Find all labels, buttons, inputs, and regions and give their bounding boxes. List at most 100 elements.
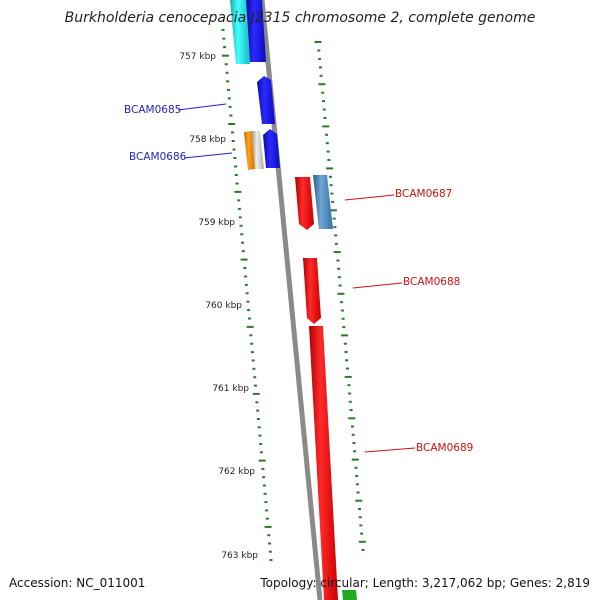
gene-bcam0689[interactable]: [309, 326, 338, 600]
minor-tick: [223, 46, 227, 49]
minor-tick: [264, 501, 268, 504]
major-tick: [333, 251, 341, 254]
gene-label-bcam0687[interactable]: BCAM0687: [395, 188, 452, 200]
leader-line-bcam0688: [352, 282, 403, 289]
kbp-label: 758 kbp: [189, 135, 226, 145]
genome-stats-text: Topology: circular; Length: 3,217,062 bp…: [260, 576, 590, 590]
gene-green-bottom[interactable]: [342, 590, 357, 600]
minor-tick: [352, 442, 356, 445]
minor-tick: [337, 267, 341, 270]
minor-tick: [341, 317, 345, 320]
minor-tick: [319, 74, 323, 77]
minor-tick: [325, 133, 329, 136]
minor-tick: [347, 384, 351, 387]
gene-label-bcam0689[interactable]: BCAM0689: [416, 442, 473, 454]
minor-tick: [250, 351, 254, 354]
major-tick: [344, 375, 352, 378]
minor-tick: [346, 367, 349, 370]
major-tick: [258, 459, 266, 462]
minor-tick: [234, 174, 238, 176]
minor-tick: [234, 165, 238, 168]
minor-tick: [246, 300, 250, 303]
minor-tick: [329, 184, 333, 187]
minor-tick: [253, 384, 257, 387]
minor-tick: [253, 376, 257, 379]
page-title: Burkholderia cenocepacia J2315 chromosom…: [64, 10, 536, 26]
major-tick: [234, 190, 242, 193]
gene-bcam0686[interactable]: [263, 129, 280, 168]
gene-label-bcam0686[interactable]: BCAM0686: [129, 151, 187, 163]
minor-tick: [336, 259, 340, 262]
minor-tick: [262, 484, 266, 487]
minor-tick: [239, 224, 243, 227]
gene-grey[interactable]: [252, 131, 264, 169]
major-tick: [252, 392, 260, 395]
minor-tick: [237, 207, 241, 210]
minor-tick: [251, 359, 255, 362]
minor-tick: [340, 301, 344, 304]
kbp-label: 757 kbp: [179, 52, 216, 62]
kbp-label-group: 757 kbp 758 kbp 759 kbp 760 kbp 761 kbp …: [179, 52, 258, 561]
gene-bcam0688[interactable]: [303, 258, 321, 324]
gene-bcam0687[interactable]: [295, 177, 314, 230]
minor-tick: [263, 492, 267, 495]
kbp-label: 762 kbp: [218, 467, 255, 477]
kbp-label: 759 kbp: [198, 218, 235, 228]
major-tick: [351, 458, 359, 461]
minor-tick: [226, 80, 230, 83]
major-tick: [314, 41, 322, 43]
gene-steel[interactable]: [313, 175, 333, 229]
major-tick: [358, 540, 366, 543]
minor-tick: [244, 275, 248, 278]
major-tick: [228, 123, 236, 125]
gene-cyan[interactable]: [230, 0, 250, 64]
minor-tick: [257, 426, 261, 429]
leader-line-bcam0686: [183, 152, 233, 159]
minor-tick: [265, 517, 269, 520]
minor-tick: [323, 117, 327, 119]
minor-tick: [355, 475, 359, 478]
minor-tick: [256, 409, 260, 412]
minor-tick: [256, 418, 260, 420]
major-tick: [264, 525, 272, 528]
minor-tick: [249, 334, 253, 337]
minor-tick: [221, 29, 225, 31]
minor-tick: [222, 37, 226, 40]
minor-tick: [241, 250, 245, 253]
gene-label-bcam0685[interactable]: BCAM0685: [124, 104, 181, 116]
minor-tick: [348, 392, 352, 395]
minor-tick: [318, 57, 322, 60]
minor-tick: [353, 450, 357, 453]
minor-tick: [358, 508, 361, 510]
minor-tick: [227, 97, 231, 100]
gene-orange[interactable]: [244, 131, 255, 170]
accession-text: Accession: NC_011001: [9, 576, 146, 590]
minor-tick: [337, 276, 341, 279]
major-tick: [318, 83, 326, 86]
minor-tick: [259, 443, 263, 445]
gene-label-bcam0688[interactable]: BCAM0688: [403, 276, 460, 288]
gene-bcam0685[interactable]: [257, 76, 275, 124]
minor-tick: [259, 451, 263, 454]
minor-tick: [258, 434, 262, 437]
gene-blue-top[interactable]: [246, 0, 266, 62]
minor-tick: [265, 509, 269, 512]
minor-tick: [231, 140, 235, 142]
major-tick: [246, 325, 254, 328]
minor-tick: [233, 157, 237, 159]
minor-tick: [229, 114, 233, 117]
minor-tick: [247, 317, 251, 320]
leader-line-bcam0689: [364, 447, 416, 453]
minor-tick: [328, 175, 332, 178]
major-tick: [329, 209, 337, 212]
minor-tick: [268, 542, 271, 545]
minor-tick: [344, 351, 348, 353]
minor-tick: [327, 159, 331, 161]
minor-tick: [261, 467, 265, 470]
major-tick: [348, 417, 356, 420]
kbp-label: 763 kbp: [221, 551, 258, 561]
minor-tick: [224, 63, 228, 66]
major-tick: [337, 292, 345, 295]
minor-tick: [356, 491, 360, 494]
